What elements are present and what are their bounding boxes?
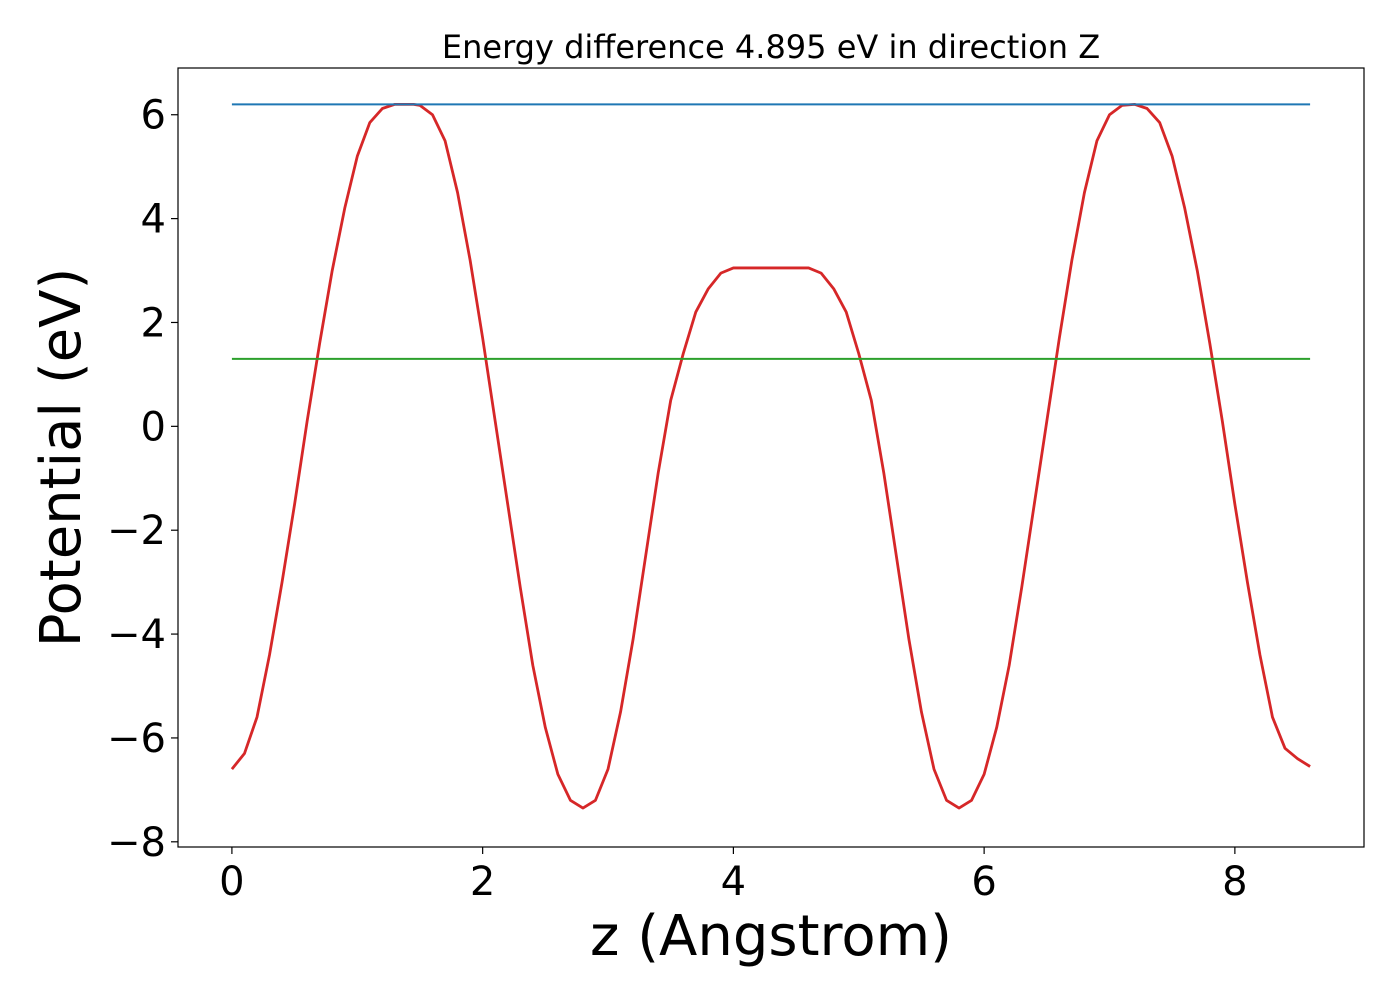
y-tick-label: −4 [107, 612, 166, 658]
x-tick-label: 4 [721, 859, 746, 905]
x-tick-label: 2 [470, 859, 495, 905]
x-tick-label: 8 [1222, 859, 1247, 905]
plot-area-frame [177, 67, 1365, 848]
chart-title: Energy difference 4.895 eV in direction … [442, 28, 1100, 66]
y-tick-label: 2 [141, 300, 166, 346]
y-tick-label: −6 [107, 716, 166, 762]
y-tick-label: 4 [141, 197, 166, 243]
x-axis-label: z (Angstrom) [590, 904, 952, 969]
x-tick-label: 6 [971, 859, 996, 905]
series-layer [230, 102, 1311, 810]
y-tick-label: 6 [141, 93, 166, 139]
y-axis-label: Potential (eV) [29, 268, 94, 648]
y-axis-ticks: −8 −6 −4 −2 0 2 4 6 [107, 93, 178, 866]
x-tick-label: 0 [219, 859, 244, 905]
y-tick-label: 0 [141, 404, 166, 450]
y-tick-label: −8 [107, 820, 166, 866]
x-axis-ticks: 0 2 4 6 8 [219, 847, 1248, 905]
y-tick-label: −2 [107, 508, 166, 554]
